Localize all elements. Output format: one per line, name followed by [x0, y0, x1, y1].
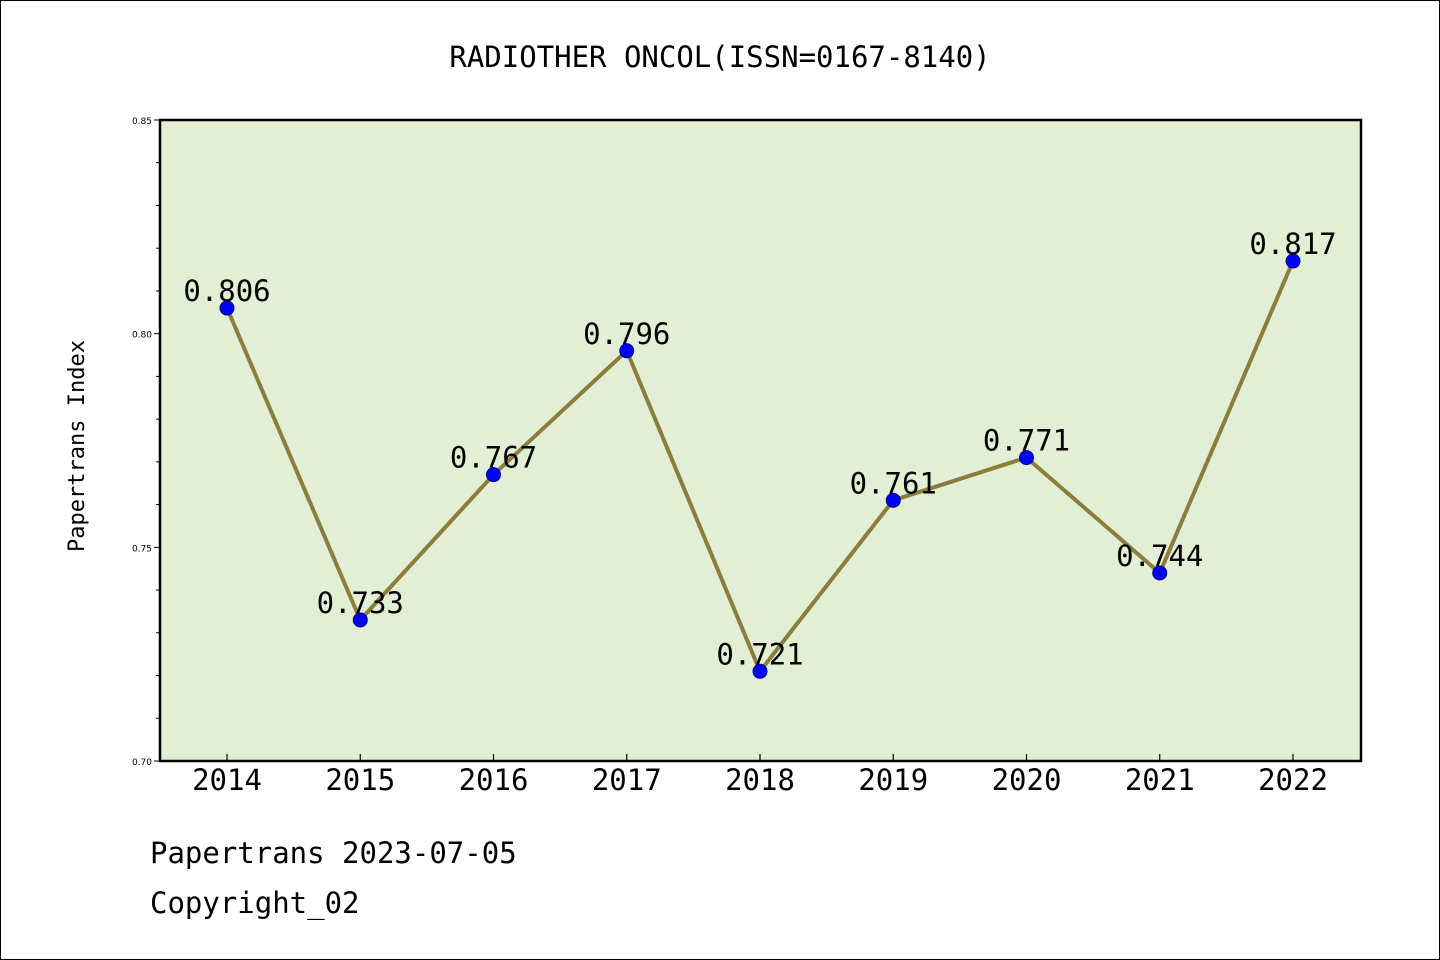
- data-point: [1152, 565, 1168, 581]
- data-label: 0.817: [1249, 227, 1336, 261]
- data-label: 0.761: [850, 466, 937, 500]
- data-label: 0.744: [1116, 539, 1203, 573]
- data-label: 0.806: [183, 274, 270, 308]
- data-point: [486, 467, 501, 483]
- data-point: [1019, 450, 1034, 466]
- data-label: 0.771: [983, 424, 1070, 458]
- data-point: [885, 492, 901, 508]
- x-tick-label: 2022: [1258, 763, 1328, 797]
- data-point: [219, 300, 235, 316]
- x-tick-label: 2020: [992, 763, 1062, 797]
- data-label: 0.733: [317, 586, 404, 620]
- y-tick-label: 0.75: [132, 544, 152, 554]
- footer-source: Papertrans 2023-07-05: [150, 836, 517, 870]
- data-point: [352, 612, 368, 628]
- x-tick-label: 2019: [858, 763, 928, 797]
- plot-area: [160, 120, 1361, 761]
- data-point: [1285, 253, 1301, 269]
- data-label: 0.796: [583, 317, 670, 351]
- y-axis-label: Papertrans Index: [65, 340, 90, 552]
- x-tick-label: 2018: [725, 763, 795, 797]
- data-point: [752, 663, 768, 679]
- y-tick-label: 0.85: [132, 117, 152, 127]
- x-tick-label: 2017: [592, 763, 662, 797]
- data-label: 0.767: [450, 441, 537, 475]
- x-tick-label: 2015: [325, 763, 395, 797]
- x-tick-label: 2021: [1125, 763, 1195, 797]
- chart-title: RADIOTHER ONCOL(ISSN=0167-8140): [449, 40, 990, 74]
- footer-copyright: Copyright_02: [150, 886, 360, 920]
- y-tick-label: 0.80: [132, 331, 152, 341]
- y-tick-label: 0.70: [132, 758, 152, 768]
- x-tick-label: 2014: [192, 763, 262, 797]
- x-tick-label: 2016: [459, 763, 529, 797]
- plot-border: [158, 118, 1363, 763]
- data-label: 0.721: [716, 637, 803, 671]
- data-point: [619, 343, 635, 359]
